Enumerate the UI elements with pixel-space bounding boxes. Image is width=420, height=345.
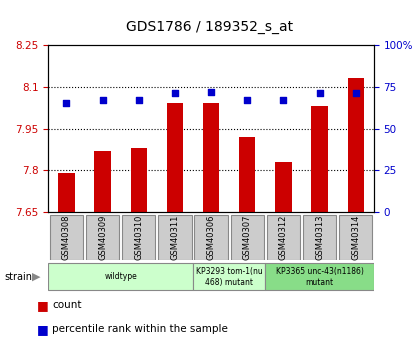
Text: KP3365 unc-43(n1186)
mutant: KP3365 unc-43(n1186) mutant [276,267,363,287]
Bar [50,215,83,259]
Bar [122,215,155,259]
Bar [86,215,119,259]
Bar [239,137,255,212]
Bar [275,162,291,212]
Text: GSM40313: GSM40313 [315,215,324,260]
Point [280,97,287,103]
Bar [48,263,193,290]
Bar [58,173,74,212]
Point [244,97,251,103]
Text: count: count [52,300,82,310]
Text: GSM40311: GSM40311 [171,215,179,260]
Text: GDS1786 / 189352_s_at: GDS1786 / 189352_s_at [126,20,294,34]
Text: strain: strain [4,272,32,282]
Bar [193,263,265,290]
Bar [94,151,111,212]
Bar [231,215,264,259]
Text: ■: ■ [37,299,49,312]
Point [171,91,178,96]
Point [208,89,215,95]
Bar [265,263,374,290]
Text: GSM40310: GSM40310 [134,215,143,260]
Point [316,91,323,96]
Bar [348,78,364,212]
Text: GSM40314: GSM40314 [351,215,360,260]
Text: wildtype: wildtype [104,272,137,282]
Text: GSM40312: GSM40312 [279,215,288,260]
Bar [131,148,147,212]
Text: GSM40308: GSM40308 [62,215,71,260]
Bar [203,104,219,212]
Point [352,91,359,96]
Bar [158,215,192,259]
Bar [311,106,328,212]
Point [135,97,142,103]
Text: percentile rank within the sample: percentile rank within the sample [52,325,228,334]
Bar [167,104,183,212]
Point [63,101,70,106]
Point [99,97,106,103]
Text: GSM40306: GSM40306 [207,215,215,260]
Text: KP3293 tom-1(nu
468) mutant: KP3293 tom-1(nu 468) mutant [196,267,262,287]
Text: GSM40307: GSM40307 [243,215,252,260]
Bar [267,215,300,259]
Bar [339,215,373,259]
Bar [303,215,336,259]
Text: GSM40309: GSM40309 [98,215,107,260]
Text: ▶: ▶ [32,272,40,282]
Text: ■: ■ [37,323,49,336]
Bar [194,215,228,259]
